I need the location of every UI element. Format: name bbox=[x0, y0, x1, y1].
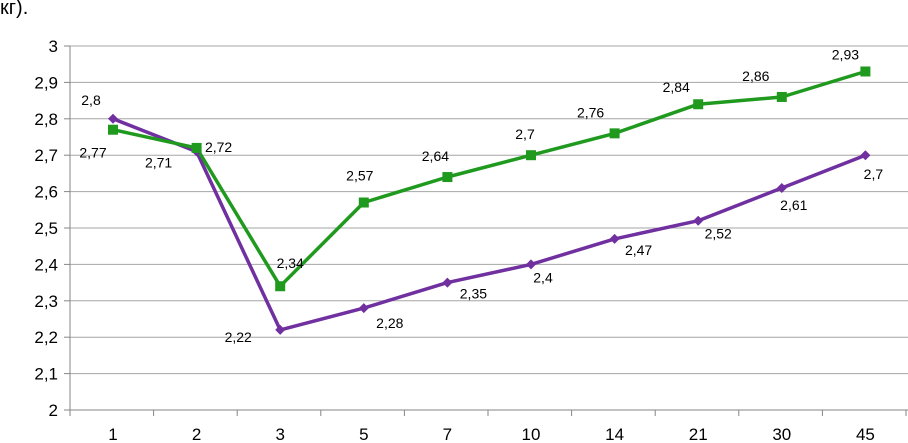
y-tick-label: 2,2 bbox=[34, 328, 58, 347]
data-label: 2,84 bbox=[663, 79, 690, 95]
axes: 22,12,22,32,42,52,62,72,82,931 2 3 5 7 10 14 21… bbox=[34, 37, 908, 443]
square-marker bbox=[442, 172, 453, 183]
series-line-2 bbox=[112, 69, 866, 288]
data-label: 2,93 bbox=[832, 46, 859, 62]
square-marker bbox=[275, 281, 286, 292]
square-marker bbox=[693, 99, 704, 110]
data-label: 2,77 bbox=[79, 145, 106, 161]
data-label: 2,86 bbox=[742, 68, 769, 84]
diamond-marker bbox=[693, 215, 704, 226]
data-label: 2,72 bbox=[205, 139, 232, 155]
y-tick-label: 2,4 bbox=[34, 255, 58, 274]
header-text-fragment: кг). bbox=[0, 0, 29, 19]
square-marker bbox=[358, 197, 369, 208]
x-tick-label: 21 bbox=[689, 425, 708, 443]
data-label: 2,57 bbox=[346, 168, 373, 184]
x-tick-label: 3 bbox=[275, 425, 284, 443]
data-label: 2,64 bbox=[422, 148, 449, 164]
y-tick-label: 2,9 bbox=[34, 73, 58, 92]
x-tick-label: 2 bbox=[192, 425, 201, 443]
diamond-marker bbox=[776, 182, 787, 193]
data-label: 2,22 bbox=[225, 329, 252, 345]
data-label: 2,47 bbox=[625, 242, 652, 258]
data-label: 2,28 bbox=[376, 315, 403, 331]
data-label: 2,7 bbox=[515, 126, 535, 142]
data-label: 2,34 bbox=[277, 255, 304, 271]
series-line-1 bbox=[112, 117, 867, 332]
series-markers bbox=[108, 66, 871, 335]
data-label: 2,61 bbox=[780, 197, 807, 213]
data-label: 2,76 bbox=[577, 104, 604, 120]
y-tick-label: 2,7 bbox=[34, 146, 58, 165]
data-label: 2,8 bbox=[81, 92, 101, 108]
x-tick-label: 1 bbox=[108, 425, 117, 443]
square-marker bbox=[860, 66, 871, 77]
x-tick-label: 7 bbox=[443, 425, 452, 443]
y-tick-label: 3 bbox=[49, 37, 58, 56]
diamond-marker bbox=[275, 324, 286, 335]
y-tick-label: 2 bbox=[49, 401, 58, 420]
y-tick-label: 2,6 bbox=[34, 183, 58, 202]
x-tick-label: 5 bbox=[359, 425, 368, 443]
data-labels: 2,8 2,71 2,22 2,28 2,35 2,4 2,47 2,52 2,61 2,7 2,7… bbox=[79, 46, 883, 344]
y-tick-label: 2,1 bbox=[34, 365, 58, 384]
diamond-marker bbox=[442, 277, 453, 288]
x-tick-label: 10 bbox=[522, 425, 541, 443]
square-marker bbox=[776, 91, 787, 102]
series-lines bbox=[112, 69, 867, 332]
y-tick-label: 2,8 bbox=[34, 110, 58, 129]
diamond-marker bbox=[108, 113, 118, 124]
square-marker bbox=[609, 128, 620, 139]
x-tick-label: 14 bbox=[605, 425, 624, 443]
diamond-marker bbox=[860, 150, 871, 161]
data-label: 2,71 bbox=[145, 155, 172, 171]
diamond-marker bbox=[358, 303, 369, 314]
x-tick-label: 30 bbox=[772, 425, 791, 443]
square-marker bbox=[526, 150, 536, 161]
data-label: 2,4 bbox=[533, 269, 553, 285]
diamond-marker bbox=[526, 259, 536, 270]
grid-lines bbox=[70, 45, 908, 375]
y-tick-label: 2,3 bbox=[34, 292, 58, 311]
y-tick-label: 2,5 bbox=[34, 219, 58, 238]
diamond-marker bbox=[609, 233, 620, 244]
square-marker bbox=[108, 124, 118, 135]
data-label: 2,52 bbox=[705, 226, 732, 242]
data-label: 2,7 bbox=[864, 166, 884, 182]
data-label: 2,35 bbox=[460, 286, 487, 302]
square-marker bbox=[191, 142, 202, 153]
x-tick-label: 45 bbox=[856, 425, 875, 443]
